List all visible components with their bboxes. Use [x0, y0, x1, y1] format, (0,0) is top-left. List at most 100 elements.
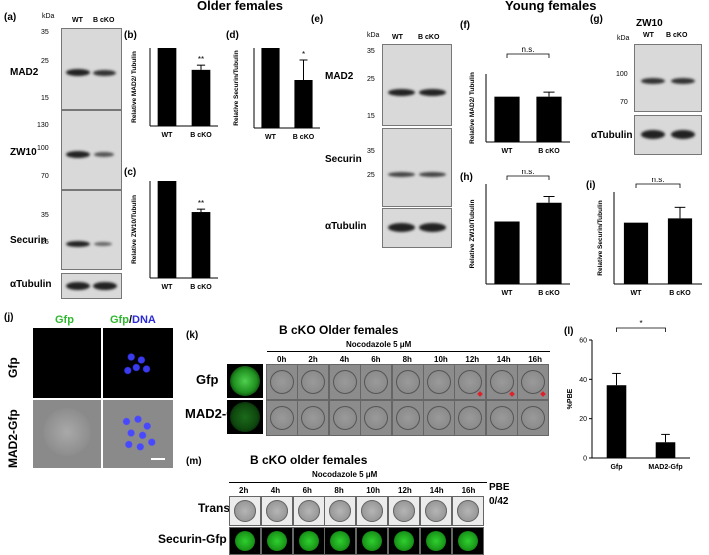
x-tick-label: Gfp	[610, 464, 622, 471]
m-securin-frame	[260, 527, 293, 555]
y-axis-label: Relative ZW10/Tubulin	[131, 195, 138, 264]
arrow-marker	[477, 391, 484, 397]
marker-a-zw10-2: 70	[41, 173, 49, 180]
m-header-line	[229, 482, 487, 483]
oocyte	[393, 500, 415, 522]
marker-a-mad2-2: 15	[41, 95, 49, 102]
time-label: 4h	[339, 355, 350, 364]
oocyte	[301, 406, 326, 430]
x-tick-label: MAD2-Gfp	[648, 464, 682, 471]
oocyte	[270, 406, 294, 430]
m-securin-frame	[324, 527, 357, 555]
x-tick-label: B cKO	[538, 148, 560, 155]
col-label-gfp-dna: Gfp/DNA	[110, 314, 156, 326]
k-mad2-bf-frame	[328, 400, 361, 436]
lane-wt-e: WT	[392, 34, 403, 41]
significance-label: n.s.	[522, 45, 535, 54]
oocyte	[265, 500, 288, 522]
oocyte	[266, 531, 287, 551]
time-label: 4h	[270, 486, 281, 495]
k-mad2-bf-frame	[391, 400, 424, 436]
kda-label-e: kDa	[367, 32, 380, 39]
title-g: ZW10	[636, 18, 663, 29]
significance-label: n.s.	[522, 170, 535, 176]
k-gfp-bf-frame	[391, 364, 424, 400]
marker-a-zw10-1: 100	[37, 145, 49, 152]
panel-label-m: (m)	[186, 456, 202, 467]
y-tick-label: 0	[583, 456, 587, 463]
time-label: 14h	[496, 355, 511, 364]
k-gfp-bf-frame	[517, 364, 550, 400]
oocyte	[457, 531, 478, 551]
bar-wt	[623, 222, 649, 284]
significance-label: *	[302, 50, 305, 59]
oocyte	[456, 500, 479, 522]
time-label: 16h	[461, 486, 476, 495]
marker-g-1: 70	[620, 99, 628, 106]
oocyte	[301, 370, 326, 394]
significance-label: n.s.	[652, 178, 665, 184]
panel-label-g: (g)	[590, 14, 603, 25]
blot-mad2-e	[382, 44, 452, 126]
m-securin-frame	[419, 527, 452, 555]
bar-wt	[494, 96, 520, 142]
bar-b-cko	[536, 96, 562, 142]
k-gfp-bf-frame	[360, 364, 393, 400]
marker-a-zw10-0: 130	[37, 122, 49, 129]
m-securin-frame	[229, 527, 261, 555]
marker-e-securin-0: 35	[367, 148, 375, 155]
bar-b-cko	[191, 69, 211, 126]
bar-chart-b: WT B cKO ** Relative MAD2/ Tubulin (b)	[124, 30, 218, 139]
oocyte	[364, 370, 389, 394]
panel-label-k: (k)	[186, 330, 199, 341]
oocyte	[234, 500, 256, 522]
oocyte	[395, 406, 420, 430]
time-label: 14h	[429, 486, 444, 495]
oocyte	[489, 370, 514, 394]
significance-bracket	[506, 53, 550, 58]
k-mad2-bf-frame	[266, 400, 298, 436]
significance-label: **	[198, 55, 204, 64]
header-young-females: Young females	[505, 0, 597, 13]
header-older-females: Older females	[197, 0, 283, 13]
oocyte	[332, 406, 357, 430]
m-trans-frame	[260, 496, 293, 526]
bar-wt	[157, 181, 177, 278]
kda-label-g: kDa	[617, 35, 630, 42]
oocyte	[364, 406, 389, 430]
oocyte	[297, 500, 320, 522]
time-label: 12h	[398, 486, 412, 495]
subtitle-k: Nocodazole 5 μM	[346, 340, 412, 349]
row-label-mad2-e: MAD2	[325, 71, 354, 82]
time-label: 10h	[366, 486, 380, 495]
bar-wt	[261, 48, 280, 128]
panel-label-b: (b)	[124, 30, 137, 41]
oocyte	[395, 370, 420, 394]
arrow-marker	[540, 391, 547, 397]
oocyte	[424, 500, 447, 522]
blot-securin-e	[382, 128, 452, 207]
y-axis-label: Relative MAD2/ Tubulin	[131, 51, 138, 123]
row-label-zw10-a: ZW10	[10, 147, 37, 158]
m-securin-frame	[292, 527, 325, 555]
time-label: 8h	[334, 486, 344, 495]
row-label-k-gfp: Gfp	[196, 372, 219, 387]
j-mad2-gfp	[33, 400, 101, 468]
x-tick-label: B cKO	[538, 290, 560, 297]
oocyte	[270, 370, 294, 394]
x-tick-label: B cKO	[190, 284, 212, 291]
subtitle-m: Nocodazole 5 μM	[312, 470, 378, 479]
m-trans-frame	[324, 496, 357, 526]
blot-tubulin-e	[382, 208, 452, 248]
k-gfp-bf-frame	[423, 364, 455, 400]
j-gfp-gfp	[33, 328, 101, 398]
title-m: B cKO older females	[250, 453, 368, 467]
panel-label-e: (e)	[311, 14, 324, 25]
oocyte	[427, 406, 451, 430]
m-trans-frame	[419, 496, 452, 526]
k-mad2-bf-frame	[297, 400, 330, 436]
y-axis-label: Relative ZW10/Tubulin	[469, 200, 476, 269]
oocyte	[298, 531, 319, 551]
x-tick-label: WT	[502, 290, 514, 297]
row-label-securin-a: Securin	[10, 235, 47, 246]
